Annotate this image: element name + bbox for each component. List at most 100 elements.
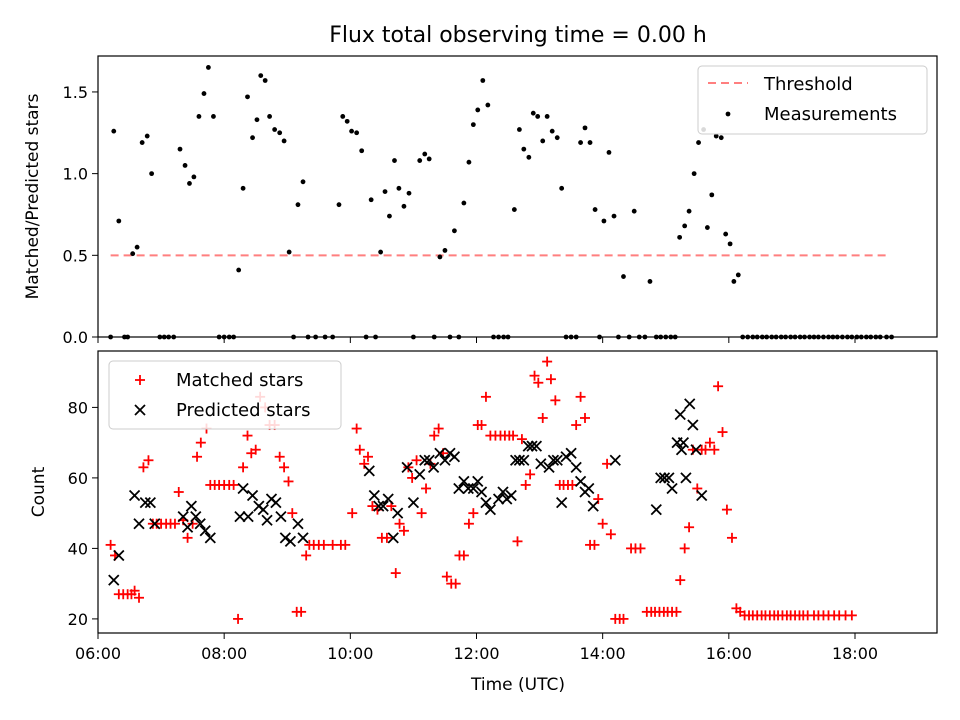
predicted-star-point [480, 496, 492, 509]
measurement-point [554, 135, 560, 141]
matched-star-point [143, 455, 154, 466]
predicted-star-point [377, 500, 389, 512]
x-tick-label: 14:00 [580, 644, 626, 663]
matched-star-point [195, 437, 206, 448]
top-legend: Threshold Measurements [697, 65, 928, 135]
predicted-star-point [497, 486, 509, 498]
measurement-point [281, 138, 287, 144]
measurement-point [731, 279, 737, 284]
matched-star-point [250, 444, 261, 455]
matched-star-point [362, 451, 373, 462]
measurement-point [354, 130, 360, 136]
measurement-point [336, 202, 342, 208]
predicted-star-point [387, 532, 399, 544]
matched-star-point [700, 444, 711, 455]
measurement-point [530, 110, 536, 116]
measurement-point [426, 156, 432, 162]
matched-star-point [571, 420, 582, 431]
measurement-point [250, 135, 255, 141]
predicted-star-point [246, 489, 259, 502]
matched-star-point [169, 518, 180, 529]
matched-star-point [182, 532, 193, 543]
measurement-point [187, 181, 192, 186]
matched-star-point [476, 420, 487, 431]
legend-predicted-label: Predicted stars [176, 400, 310, 421]
matched-star-point [567, 479, 578, 490]
measurement-point [526, 154, 532, 160]
predicted-star-point [275, 511, 287, 523]
measurement-point [267, 114, 272, 119]
measurement-point [582, 125, 588, 131]
matched-star-point [721, 504, 732, 515]
measurement-point [177, 146, 183, 152]
predicted-star-point [434, 447, 446, 459]
matched-star-point [416, 508, 427, 519]
bottom-y-tick-label: 80 [68, 398, 88, 417]
predicted-star-point [492, 493, 505, 505]
measurement-point [709, 192, 715, 198]
matched-star-point [433, 423, 444, 434]
matched-star-point [351, 423, 362, 434]
measurement-point [300, 179, 306, 185]
predicted-star-point [658, 472, 671, 484]
measurement-point [631, 208, 637, 214]
measurement-point [516, 127, 522, 132]
top-y-axis-label: Matched/Predicted stars [23, 93, 43, 299]
top-y-tick-label: 1.0 [63, 165, 88, 184]
predicted-star-point [382, 493, 394, 505]
matched-star-point [138, 462, 149, 473]
matched-star-point [318, 539, 329, 550]
measurement-point [295, 202, 301, 208]
measurement-point [196, 114, 202, 119]
measurement-point [139, 140, 145, 145]
top-y-tick-label: 1.5 [63, 83, 88, 102]
matched-star-point [593, 494, 604, 505]
measurement-point [480, 78, 486, 83]
predicted-star-point [467, 482, 479, 495]
predicted-star-point [677, 437, 690, 449]
predicted-star-point [690, 444, 702, 456]
bottom-axes-frame [97, 350, 938, 634]
bottom-y-tick-label: 40 [68, 539, 88, 558]
matched-star-point [726, 532, 737, 543]
predicted-star-point [139, 496, 151, 509]
matched-star-point [525, 469, 536, 480]
predicted-star-point [133, 518, 145, 530]
predicted-star-point [292, 518, 304, 530]
measurement-point [540, 138, 546, 144]
predicted-star-point [199, 525, 211, 537]
matched-star-point [529, 370, 540, 381]
measurement-point [286, 249, 292, 255]
matched-star-point [545, 374, 556, 385]
predicted-star-point [373, 500, 385, 512]
measurement-point [544, 114, 550, 119]
measurement-point [704, 225, 710, 230]
bottom-axes: 20 40 60 80 06:00 08:00 10:00 12:00 14:00 16:00 18… [68, 398, 878, 663]
measurement-point [258, 73, 264, 79]
measurement-point [205, 65, 211, 70]
predicted-star-point [190, 511, 202, 523]
measurement-point [368, 197, 374, 203]
predicted-star-point [185, 500, 197, 512]
matched-star-point [429, 430, 440, 441]
bottom-y-axis-label: Count [29, 466, 49, 517]
measurement-point [686, 208, 692, 214]
matched-star-point [283, 476, 294, 487]
x-tick-label: 16:00 [706, 644, 752, 663]
predicted-star-point [401, 461, 413, 473]
bottom-y-tick-label: 60 [68, 469, 88, 488]
matched-star-point [411, 455, 422, 466]
predicted-star-point [696, 489, 708, 502]
matched-star-point [589, 539, 600, 550]
measurement-point [713, 133, 719, 139]
measurement-point [549, 128, 555, 134]
measurement-point [359, 148, 365, 154]
measurement-point [277, 130, 283, 136]
measurement-point [442, 248, 448, 253]
matched-star-point [192, 451, 203, 462]
measurement-point [211, 114, 216, 119]
measurement-point [191, 174, 197, 180]
matched-star-point [228, 479, 239, 490]
measurement-point [437, 254, 443, 260]
predicted-star-point [392, 507, 404, 519]
